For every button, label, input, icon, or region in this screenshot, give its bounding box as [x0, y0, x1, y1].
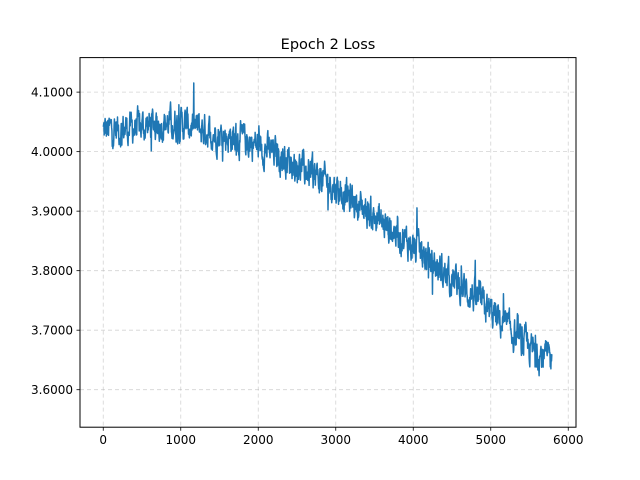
chart-title: Epoch 2 Loss — [281, 37, 376, 53]
x-tick-label: 6000 — [553, 433, 584, 447]
y-tick-label: 3.6000 — [31, 383, 73, 397]
y-axis: 3.6000 3.7000 3.8000 3.9000 4.0000 4.1000 — [31, 85, 80, 397]
series-line-layer — [102, 82, 553, 377]
x-tick-label: 5000 — [475, 433, 506, 447]
x-tick-label: 4000 — [398, 433, 429, 447]
x-axis: 0 1000 2000 3000 4000 5000 6000 — [99, 427, 584, 447]
grid — [80, 57, 576, 428]
y-tick-label: 3.7000 — [31, 323, 73, 337]
plot-frame — [79, 57, 577, 428]
x-tick-label: 0 — [99, 433, 107, 447]
x-tick-label: 3000 — [320, 433, 351, 447]
y-tick-label: 3.8000 — [31, 264, 73, 278]
y-tick-label: 4.0000 — [31, 145, 73, 159]
x-tick-label: 2000 — [243, 433, 274, 447]
x-tick-label: 1000 — [165, 433, 196, 447]
y-tick-label: 4.1000 — [31, 85, 73, 99]
loss-series-line — [102, 82, 553, 377]
y-tick-label: 3.9000 — [31, 204, 73, 218]
